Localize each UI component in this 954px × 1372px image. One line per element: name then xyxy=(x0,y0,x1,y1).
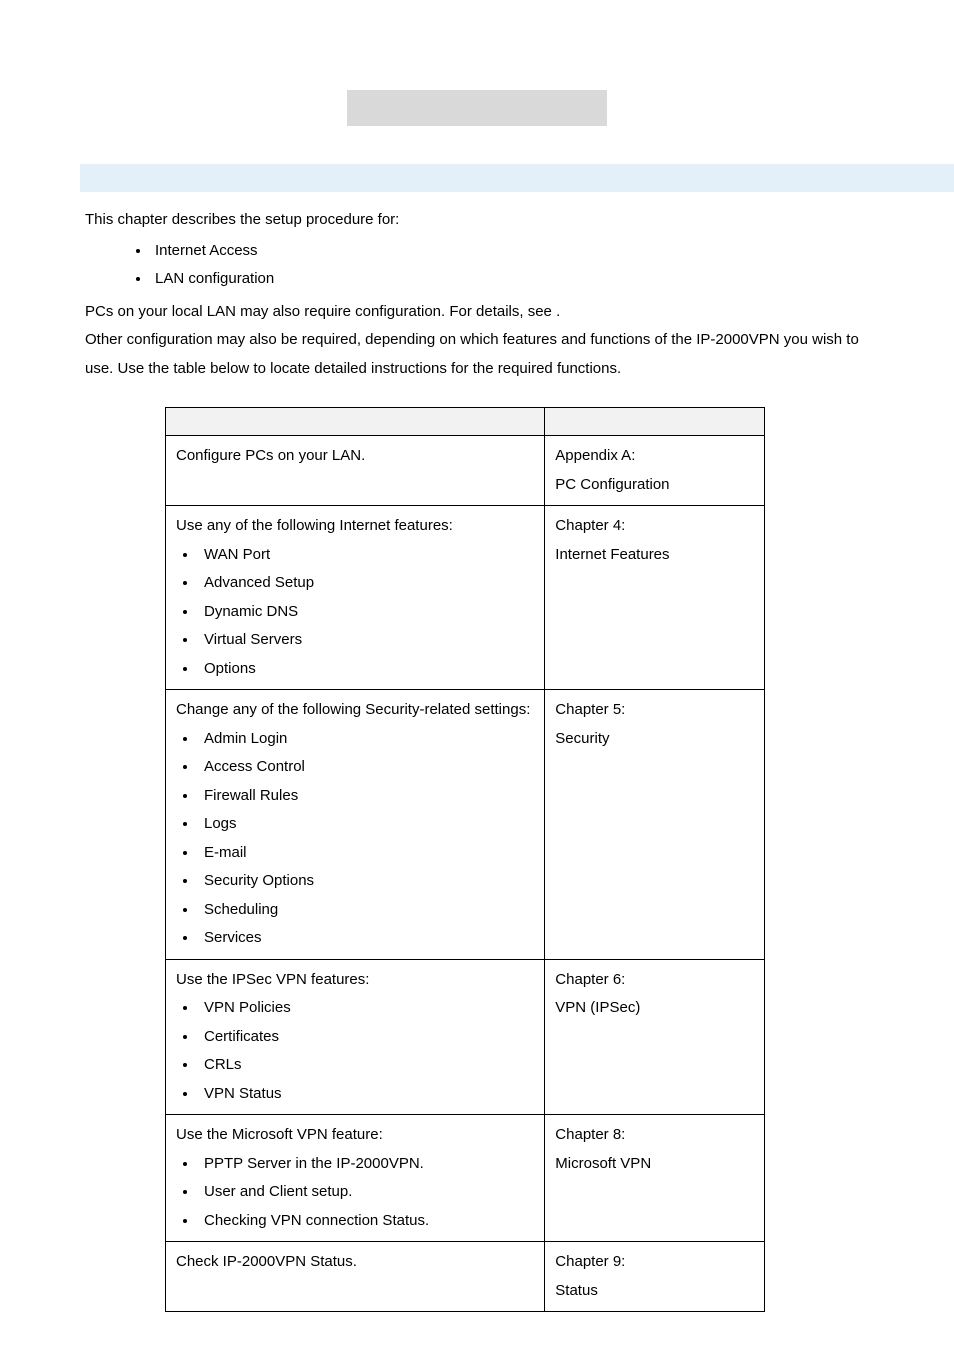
list-item: Dynamic DNS xyxy=(198,598,534,627)
list-item: Services xyxy=(198,924,534,953)
intro-lead: This chapter describes the setup procedu… xyxy=(85,206,869,235)
task-lead: Configure PCs on your LAN. xyxy=(176,442,534,471)
task-item-list: PPTP Server in the IP-2000VPN. User and … xyxy=(198,1150,534,1236)
list-item: Scheduling xyxy=(198,896,534,925)
ref-line: Chapter 4: xyxy=(555,512,754,541)
chapter-title-box xyxy=(347,90,607,126)
list-item: Certificates xyxy=(198,1023,534,1052)
table-row: Use any of the following Internet featur… xyxy=(166,506,765,690)
table-row: Use the IPSec VPN features: VPN Policies… xyxy=(166,959,765,1115)
task-lead: Check IP-2000VPN Status. xyxy=(176,1248,534,1277)
list-item: Access Control xyxy=(198,753,534,782)
task-item-list: VPN Policies Certificates CRLs VPN Statu… xyxy=(198,994,534,1108)
ref-line: VPN (IPSec) xyxy=(555,994,754,1023)
reference-cell: Appendix A: PC Configuration xyxy=(545,436,765,506)
list-item: Security Options xyxy=(198,867,534,896)
reference-cell: Chapter 8: Microsoft VPN xyxy=(545,1115,765,1242)
overview-band xyxy=(80,164,954,192)
ref-line: Microsoft VPN xyxy=(555,1150,754,1179)
task-cell: Check IP-2000VPN Status. xyxy=(166,1242,545,1312)
task-cell: Use the Microsoft VPN feature: PPTP Serv… xyxy=(166,1115,545,1242)
ref-line: Appendix A: xyxy=(555,442,754,471)
list-item: Advanced Setup xyxy=(198,569,534,598)
task-lead: Use the Microsoft VPN feature: xyxy=(176,1121,534,1150)
list-item: Virtual Servers xyxy=(198,626,534,655)
text: PCs on your local LAN may also require c… xyxy=(85,303,556,320)
list-item: VPN Status xyxy=(198,1080,534,1109)
intro-bullet-list: Internet Access LAN configuration xyxy=(151,237,869,294)
column-header-reference xyxy=(545,408,765,436)
ref-line: Internet Features xyxy=(555,541,754,570)
table-row: Configure PCs on your LAN. Appendix A: P… xyxy=(166,436,765,506)
ref-line: Status xyxy=(555,1277,754,1306)
table-row: Use the Microsoft VPN feature: PPTP Serv… xyxy=(166,1115,765,1242)
text: . xyxy=(556,303,560,320)
list-item: Admin Login xyxy=(198,725,534,754)
task-lead: Change any of the following Security-rel… xyxy=(176,696,534,725)
reference-table: Configure PCs on your LAN. Appendix A: P… xyxy=(165,407,765,1312)
list-item: LAN configuration xyxy=(151,265,869,294)
ref-line: Chapter 6: xyxy=(555,966,754,995)
ref-line: PC Configuration xyxy=(555,471,754,500)
list-item: VPN Policies xyxy=(198,994,534,1023)
reference-cell: Chapter 4: Internet Features xyxy=(545,506,765,690)
table-row: Change any of the following Security-rel… xyxy=(166,690,765,960)
ref-line: Chapter 8: xyxy=(555,1121,754,1150)
other-config-paragraph: Other configuration may also be required… xyxy=(85,326,869,383)
list-item: PPTP Server in the IP-2000VPN. xyxy=(198,1150,534,1179)
list-item: Internet Access xyxy=(151,237,869,266)
table-row: Check IP-2000VPN Status. Chapter 9: Stat… xyxy=(166,1242,765,1312)
reference-cell: Chapter 6: VPN (IPSec) xyxy=(545,959,765,1115)
list-item: User and Client setup. xyxy=(198,1178,534,1207)
list-item: E-mail xyxy=(198,839,534,868)
ref-line: Chapter 5: xyxy=(555,696,754,725)
list-item: WAN Port xyxy=(198,541,534,570)
task-item-list: Admin Login Access Control Firewall Rule… xyxy=(198,725,534,953)
list-item: Logs xyxy=(198,810,534,839)
task-cell: Change any of the following Security-rel… xyxy=(166,690,545,960)
task-lead: Use any of the following Internet featur… xyxy=(176,512,534,541)
list-item: Firewall Rules xyxy=(198,782,534,811)
task-cell: Use any of the following Internet featur… xyxy=(166,506,545,690)
task-cell: Configure PCs on your LAN. xyxy=(166,436,545,506)
task-item-list: WAN Port Advanced Setup Dynamic DNS Virt… xyxy=(198,541,534,684)
list-item: Checking VPN connection Status. xyxy=(198,1207,534,1236)
reference-cell: Chapter 9: Status xyxy=(545,1242,765,1312)
list-item: CRLs xyxy=(198,1051,534,1080)
table-header-row xyxy=(166,408,765,436)
ref-line: Chapter 9: xyxy=(555,1248,754,1277)
reference-cell: Chapter 5: Security xyxy=(545,690,765,960)
ref-line: Security xyxy=(555,725,754,754)
task-cell: Use the IPSec VPN features: VPN Policies… xyxy=(166,959,545,1115)
task-lead: Use the IPSec VPN features: xyxy=(176,966,534,995)
reference-table-container: Configure PCs on your LAN. Appendix A: P… xyxy=(165,407,869,1312)
column-header-task xyxy=(166,408,545,436)
list-item: Options xyxy=(198,655,534,684)
pcs-config-line: PCs on your local LAN may also require c… xyxy=(85,298,869,327)
